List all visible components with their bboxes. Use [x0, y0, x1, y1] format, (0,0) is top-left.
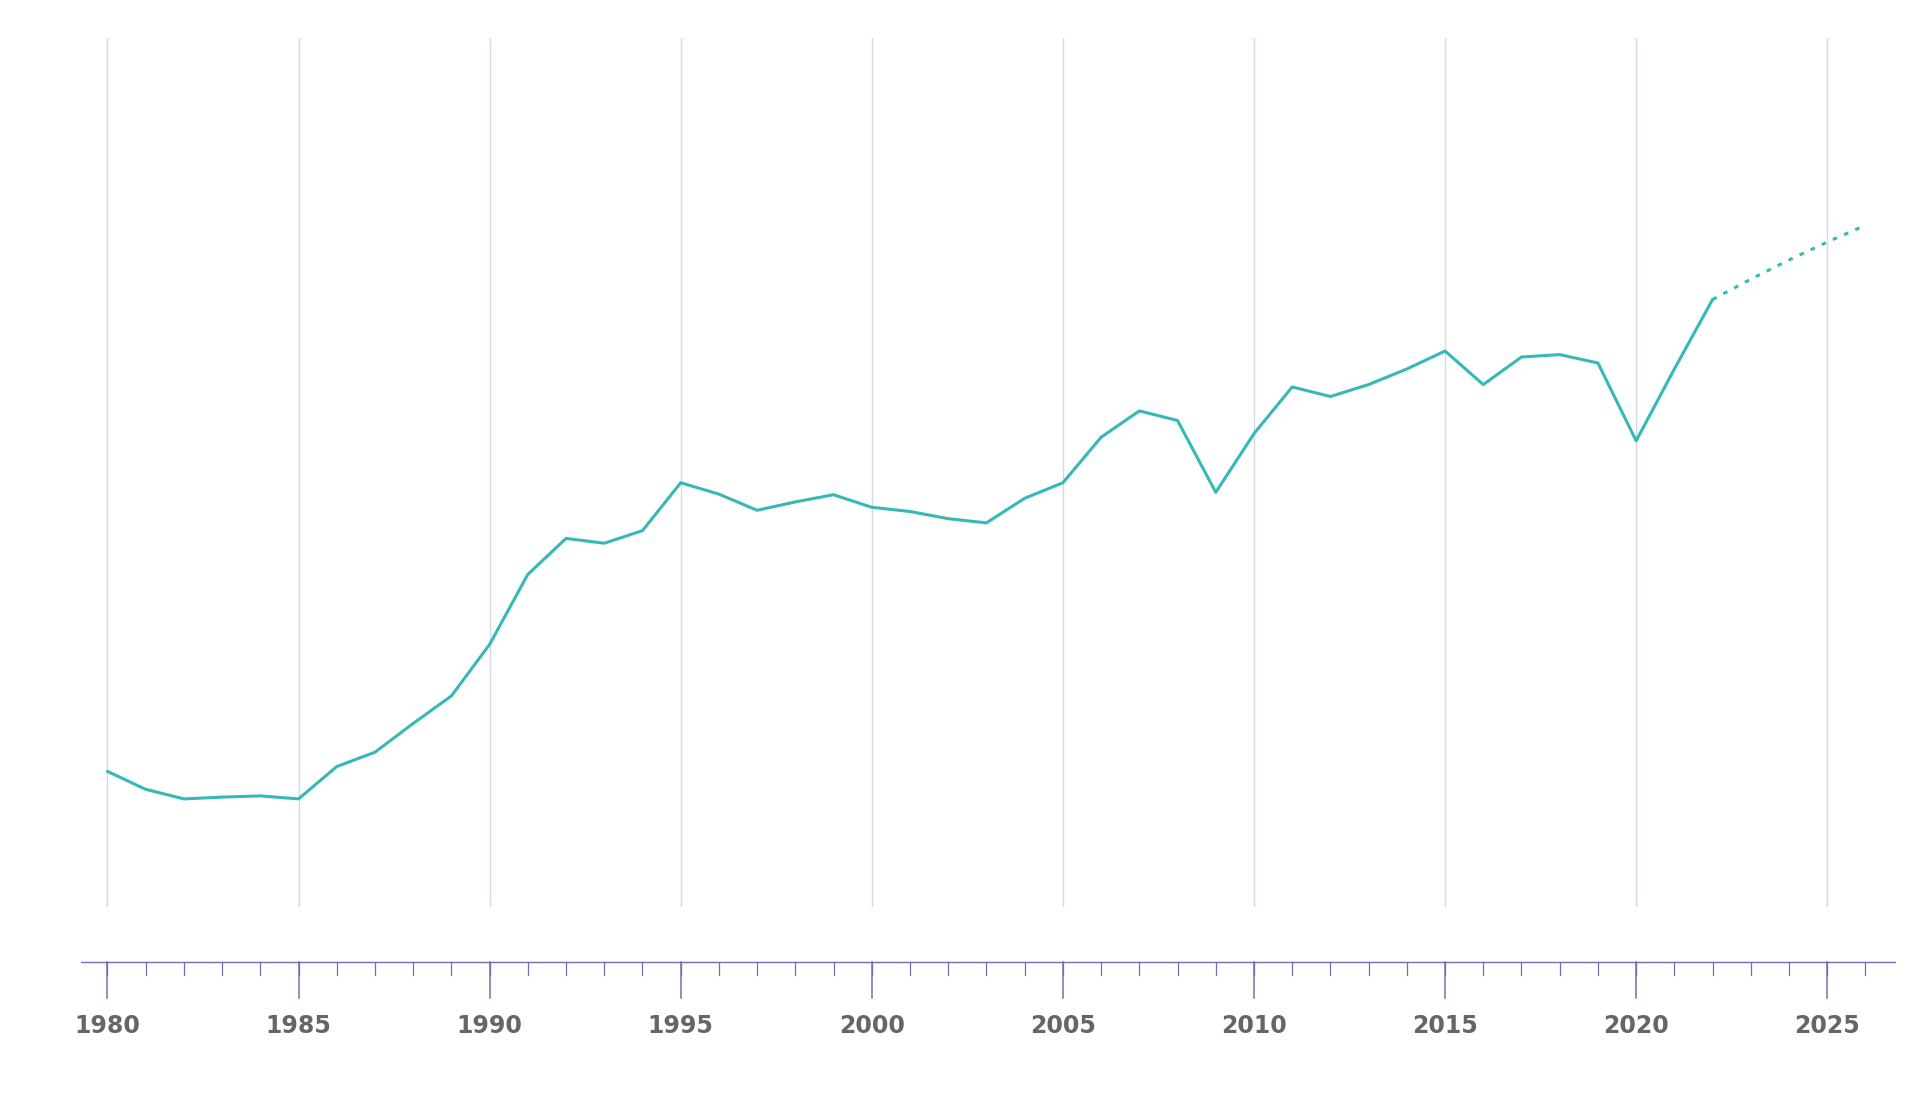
Text: 2020: 2020 [1604, 1014, 1669, 1039]
Text: 2005: 2005 [1030, 1014, 1095, 1039]
Text: 1985: 1985 [265, 1014, 332, 1039]
Text: 1995: 1995 [647, 1014, 713, 1039]
Text: 2010: 2010 [1222, 1014, 1287, 1039]
Text: 2015: 2015 [1412, 1014, 1477, 1039]
Text: 2000: 2000 [839, 1014, 905, 1039]
Text: 1980: 1980 [75, 1014, 140, 1039]
Text: 2025: 2025 [1794, 1014, 1860, 1039]
Text: 1990: 1990 [457, 1014, 523, 1039]
